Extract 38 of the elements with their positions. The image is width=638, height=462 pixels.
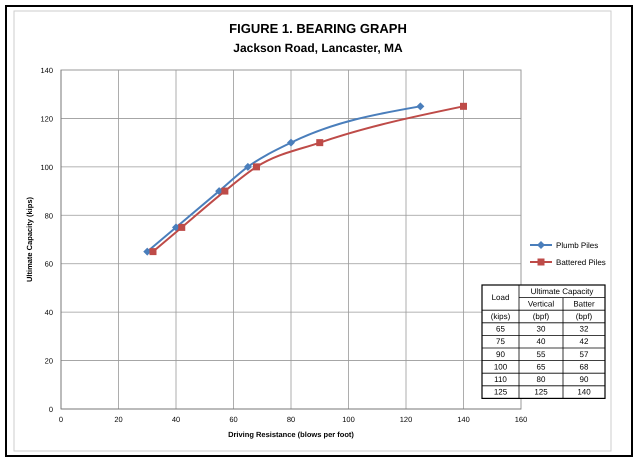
text: 55 xyxy=(536,350,546,359)
point xyxy=(316,139,324,146)
annotation: 65 xyxy=(496,324,506,334)
chart-title: FIGURE 1. BEARING GRAPH xyxy=(229,21,407,36)
annotation: 100 xyxy=(494,362,508,372)
text: Batter xyxy=(573,299,596,308)
text: 30 xyxy=(536,324,546,334)
point xyxy=(221,188,228,195)
point xyxy=(178,224,186,231)
point xyxy=(150,248,156,256)
annotation: Load xyxy=(492,293,510,302)
point xyxy=(416,102,424,110)
annotation: 75 xyxy=(496,337,506,346)
text: 57 xyxy=(580,350,589,359)
text: Vertical xyxy=(528,299,554,308)
text: 140 xyxy=(577,388,592,397)
text: 68 xyxy=(580,362,589,372)
text: 80 xyxy=(536,375,546,384)
text: 65 xyxy=(536,362,546,372)
point xyxy=(253,163,260,170)
chart-subtitle: Jackson Road, Lancaster, MA xyxy=(233,41,404,55)
legend-label: Plumb Piles xyxy=(556,241,598,250)
annotation: (kips) xyxy=(490,312,511,321)
annotation: 110 xyxy=(494,375,508,384)
point xyxy=(244,162,252,171)
annotation: 125 xyxy=(494,388,508,397)
text: (bpf) xyxy=(532,312,550,321)
annotation: 90 xyxy=(496,350,506,359)
text: (bpf) xyxy=(576,312,593,321)
text: Ultimate Capacity xyxy=(530,286,594,296)
text: 42 xyxy=(580,337,589,346)
point xyxy=(460,102,467,110)
text: 125 xyxy=(534,388,548,397)
text: 40 xyxy=(536,337,546,346)
text: 90 xyxy=(580,375,589,384)
text: 32 xyxy=(580,324,589,334)
legend-label: Battered Piles xyxy=(556,258,606,267)
point xyxy=(287,138,295,147)
